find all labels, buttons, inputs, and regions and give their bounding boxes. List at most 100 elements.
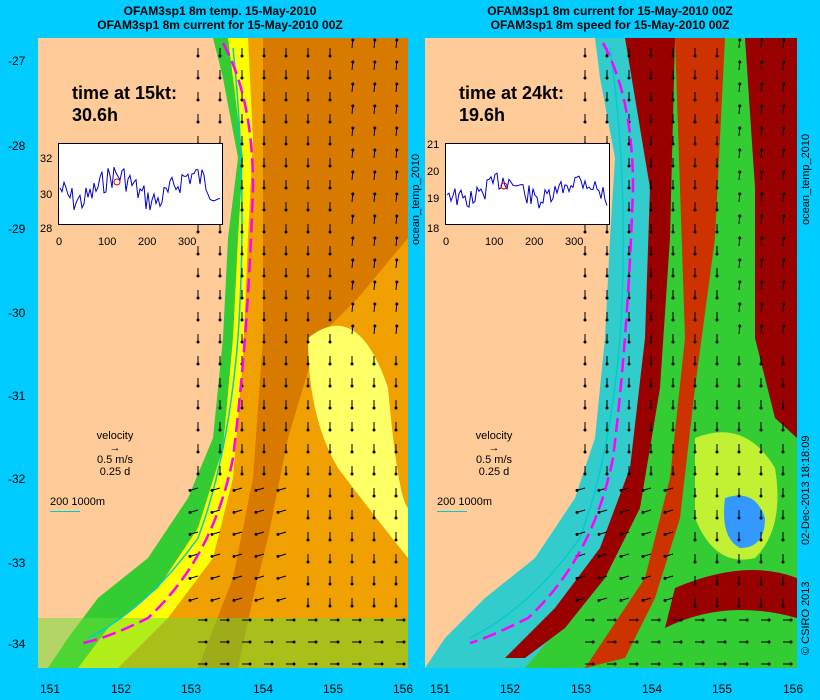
eddy-center xyxy=(724,495,765,548)
velocity-arrow-head xyxy=(218,340,222,344)
velocity-arrow-head xyxy=(693,142,697,146)
velocity-arrow-head xyxy=(627,208,631,212)
left-inset-xtick-0: 0 xyxy=(56,236,63,248)
velocity-arrow-head xyxy=(284,186,288,190)
velocity-arrow-head xyxy=(284,252,288,256)
velocity-arrow-head xyxy=(760,236,764,240)
credit-copyright: © CSIRO 2013 xyxy=(800,581,812,655)
velocity-arrow-head xyxy=(306,450,310,454)
velocity-arrow-head xyxy=(737,494,741,498)
velocity-arrow-head xyxy=(619,510,623,514)
velocity-arrow-head xyxy=(395,60,399,64)
velocity-arrow-head xyxy=(782,38,786,42)
velocity-arrow-head xyxy=(701,640,705,644)
velocity-arrow-head xyxy=(284,120,288,124)
velocity-arrow-head xyxy=(218,362,222,366)
right-map-panel: time at 24kt: 19.6h 21 20 19 18 0 100 20… xyxy=(425,38,797,668)
velocity-arrow-head xyxy=(738,104,742,108)
velocity-arrow-head xyxy=(649,362,653,366)
velocity-arrow-head xyxy=(394,362,398,366)
velocity-arrow-head xyxy=(738,214,742,218)
velocity-arrow-head xyxy=(738,60,742,64)
velocity-arrow-head xyxy=(760,324,764,328)
velocity-arrow-head xyxy=(583,340,587,344)
velocity-arrows xyxy=(575,38,793,666)
velocity-arrow-head xyxy=(196,54,200,58)
velocity-arrow-head xyxy=(715,76,719,80)
velocity-arrow-head xyxy=(351,60,355,64)
velocity-arrow-head xyxy=(284,318,288,322)
velocity-arrow-head xyxy=(627,428,631,432)
velocity-arrow-head xyxy=(254,554,258,558)
velocity-arrow-head xyxy=(306,186,310,190)
velocity-arrow-head xyxy=(759,582,763,586)
velocity-arrow-head xyxy=(759,428,763,432)
velocity-arrow-head xyxy=(782,302,786,306)
velocity-arrow-icon: → xyxy=(109,442,121,454)
velocity-arrow-head xyxy=(789,640,793,644)
velocity-arrow-head xyxy=(619,576,623,580)
velocity-arrow-head xyxy=(641,554,645,558)
velocity-arrow-head xyxy=(328,142,332,146)
left-inset-xtick-3: 300 xyxy=(178,236,197,248)
velocity-arrow-head xyxy=(351,302,355,306)
velocity-arrow-head xyxy=(619,488,623,492)
velocity-arrow-head xyxy=(373,236,377,240)
velocity-arrow-head xyxy=(350,362,354,366)
velocity-arrow-head xyxy=(738,236,742,240)
velocity-arrow-head xyxy=(575,488,579,492)
velocity-arrow-head xyxy=(693,274,697,278)
velocity-arrow-head xyxy=(693,208,697,212)
velocity-arrow-head xyxy=(759,538,763,542)
velocity-arrow-head xyxy=(671,98,675,102)
velocity-arrow-head xyxy=(671,406,675,410)
velocity-arrow-head xyxy=(738,170,742,174)
velocity-arrow-head xyxy=(671,362,675,366)
velocity-arrow-head xyxy=(738,302,742,306)
velocity-arrow-head xyxy=(240,54,244,58)
velocity-arrow-head xyxy=(210,510,214,514)
velocity-arrow-head xyxy=(715,142,719,146)
right-depth-legend: 200 1000m xyxy=(437,496,517,512)
velocity-arrow-head xyxy=(671,208,675,212)
right-velocity-legend: velocity → 0.5 m/s 0.25 d xyxy=(459,430,529,478)
velocity-arrow-head xyxy=(218,54,222,58)
velocity-arrow-head xyxy=(394,428,398,432)
velocity-arrow-head xyxy=(671,340,675,344)
velocity-arrow-head xyxy=(306,582,310,586)
velocity-arrow-head xyxy=(767,618,771,622)
velocity-arrow-head xyxy=(671,76,675,80)
velocity-arrow-head xyxy=(781,406,785,410)
velocity-arrow-head xyxy=(715,318,719,322)
velocity-arrow-head xyxy=(284,296,288,300)
velocity-arrow-head xyxy=(306,252,310,256)
velocity-arrow-head xyxy=(657,618,661,622)
velocity-arrow-head xyxy=(657,640,661,644)
velocity-arrow-head xyxy=(351,104,355,108)
velocity-arrow-head xyxy=(715,186,719,190)
velocity-arrow-head xyxy=(671,252,675,256)
velocity-arrow-head xyxy=(737,538,741,542)
velocity-arrow-head xyxy=(619,532,623,536)
velocity-arrow-head xyxy=(781,450,785,454)
velocity-arrow-head xyxy=(373,192,377,196)
velocity-arrow-head xyxy=(649,340,653,344)
velocity-arrow-head xyxy=(715,560,719,564)
velocity-arrow-head xyxy=(395,126,399,130)
right-inset-xtick-2: 200 xyxy=(525,236,544,248)
velocity-arrow-head xyxy=(284,428,288,432)
velocity-arrow-head xyxy=(284,340,288,344)
velocity-arrow-head xyxy=(591,662,595,666)
velocity-arrow-head xyxy=(693,340,697,344)
velocity-arrow-head xyxy=(583,428,587,432)
velocity-arrow-head xyxy=(204,618,208,622)
velocity-arrow-head xyxy=(759,472,763,476)
velocity-arrow-head xyxy=(671,186,675,190)
left-map-svg xyxy=(38,38,408,668)
velocity-arrow-head xyxy=(627,274,631,278)
velocity-arrow-head xyxy=(583,252,587,256)
velocity-arrow-head xyxy=(715,164,719,168)
velocity-arrow-head xyxy=(649,472,653,476)
velocity-arrow-head xyxy=(693,296,697,300)
velocity-arrow-head xyxy=(196,98,200,102)
